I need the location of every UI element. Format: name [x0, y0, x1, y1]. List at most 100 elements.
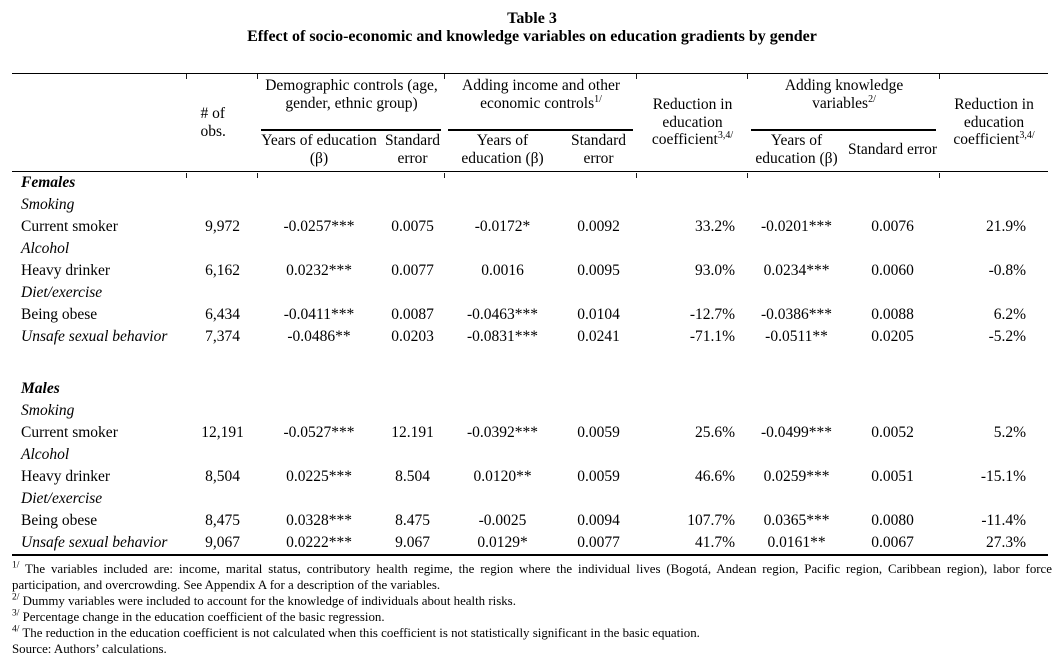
- cell-stderr: 0.0076: [871, 218, 914, 235]
- cell-beta: 0.0129*: [477, 534, 528, 551]
- cell-reduction: 107.7%: [687, 512, 736, 529]
- cell-beta: -0.0172*: [474, 218, 531, 235]
- cell-stderr: 0.0052: [871, 424, 914, 441]
- regression-table: # of obs. Demographic controls (age, gen…: [12, 73, 1049, 556]
- cell-obs: 8,504: [205, 468, 240, 485]
- table-row: Being obese 6,434 -0.0411*** 0.0087 -0.0…: [12, 304, 1048, 326]
- cell-stderr: 9.067: [395, 534, 430, 551]
- cell-beta: 0.0259***: [763, 468, 830, 485]
- cell-reduction: -0.8%: [988, 262, 1027, 279]
- column-tick: [636, 74, 637, 79]
- category-row: Smoking: [12, 194, 1048, 216]
- cell-stderr: 0.0077: [577, 534, 620, 551]
- cell-obs: 9,972: [205, 218, 240, 235]
- cell-obs: 6,434: [205, 306, 240, 323]
- cell-stderr: 8.504: [395, 468, 430, 485]
- table-row: Current smoker 12,191 -0.0527*** 12.191 …: [12, 422, 1048, 444]
- table-row: Being obese 8,475 0.0328*** 8.475 -0.002…: [12, 510, 1048, 532]
- cell-beta: 0.0365***: [763, 512, 830, 529]
- cell-stderr: 0.0051: [871, 468, 914, 485]
- cell-beta: -0.0201***: [760, 218, 833, 235]
- header-stderr-3: Standard error: [845, 129, 941, 172]
- source-line: Source: Authors’ calculations.: [12, 642, 167, 656]
- cell-beta: -0.0511**: [765, 328, 828, 345]
- cell-stderr: 8.475: [395, 512, 430, 529]
- column-tick: [636, 173, 637, 178]
- cell-reduction: 93.0%: [694, 262, 736, 279]
- column-tick: [939, 74, 940, 79]
- column-tick: [257, 74, 258, 79]
- table-title: Effect of socio-economic and knowledge v…: [247, 28, 817, 45]
- cell-stderr: 0.0077: [391, 262, 434, 279]
- footnotes: 1/ The variables included are: income, m…: [12, 561, 1052, 657]
- cell-beta: -0.0499***: [760, 424, 833, 441]
- category-label: Diet/exercise: [21, 284, 103, 301]
- footnote-marker: 3,4/: [717, 130, 734, 142]
- cell-beta: -0.0257***: [283, 218, 355, 235]
- cell-reduction: -11.4%: [981, 512, 1027, 529]
- cell-beta: 0.0234***: [763, 262, 830, 279]
- header-years-1: Years of education (β): [258, 129, 380, 172]
- cell-obs: 9,067: [205, 534, 240, 551]
- cell-reduction: -15.1%: [980, 468, 1027, 485]
- cell-reduction: -12.7%: [689, 306, 736, 323]
- cell-stderr: 0.0205: [871, 328, 914, 345]
- cell-reduction: 25.6%: [694, 424, 736, 441]
- cell-beta: -0.0527***: [283, 424, 355, 441]
- cell-beta: 0.0232***: [286, 262, 352, 279]
- cell-reduction: 33.2%: [694, 218, 736, 235]
- cell-beta: -0.0411***: [283, 306, 355, 323]
- footnote-marker: 3/: [12, 608, 20, 619]
- cell-beta: -0.0486**: [287, 328, 351, 345]
- cell-obs: 6,162: [205, 262, 240, 279]
- category-row: Smoking: [12, 400, 1048, 422]
- cell-beta: 0.0120**: [473, 468, 532, 485]
- data-table: # of obs. Demographic controls (age, gen…: [12, 73, 1049, 556]
- row-label: Being obese: [21, 512, 98, 529]
- footnote-3: 3/ Percentage change in the education co…: [12, 608, 385, 624]
- cell-reduction: 21.9%: [985, 218, 1027, 235]
- row-label: Heavy drinker: [21, 468, 111, 485]
- footnote-marker: 1/: [594, 93, 602, 105]
- cell-stderr: 12.191: [391, 424, 434, 441]
- cell-reduction: 6.2%: [993, 306, 1027, 323]
- table-header: # of obs. Demographic controls (age, gen…: [12, 73, 1049, 172]
- cell-beta: -0.0386***: [760, 306, 833, 323]
- cell-beta: -0.0025: [478, 512, 527, 529]
- cell-stderr: 0.0087: [391, 306, 434, 323]
- cell-reduction: -5.2%: [988, 328, 1027, 345]
- table-row: Unsafe sexual behavior 7,374 -0.0486** 0…: [12, 326, 1048, 348]
- cell-beta: 0.0016: [481, 262, 524, 279]
- spacer-row: [12, 348, 1048, 378]
- header-reduction-2: Reduction in education coefficient3,4/: [940, 73, 1049, 172]
- cell-stderr: 0.0203: [391, 328, 434, 345]
- cell-stderr: 0.0094: [577, 512, 620, 529]
- cell-stderr: 0.0067: [871, 534, 914, 551]
- footnote-1: 1/ The variables included are: income, m…: [12, 560, 1052, 592]
- cell-stderr: 0.0241: [577, 328, 620, 345]
- cell-obs: 12,191: [201, 424, 244, 441]
- cell-beta: 0.0328***: [286, 512, 352, 529]
- category-label: Smoking: [21, 196, 75, 213]
- category-label: Smoking: [21, 402, 75, 419]
- column-tick: [747, 173, 748, 178]
- row-label: Being obese: [21, 306, 98, 323]
- row-label: Heavy drinker: [21, 262, 111, 279]
- cell-stderr: 0.0059: [577, 424, 620, 441]
- cell-beta: 0.0222***: [286, 534, 352, 551]
- column-tick: [257, 173, 258, 178]
- header-years-2: Years of education (β): [445, 129, 560, 172]
- category-row: Diet/exercise: [12, 488, 1048, 510]
- row-label: Unsafe sexual behavior: [21, 328, 168, 345]
- header-group-demographic: Demographic controls (age, gender, ethni…: [258, 74, 445, 130]
- header-years-3: Years of education (β): [748, 129, 846, 172]
- category-row: Alcohol: [12, 444, 1048, 466]
- table-row: Heavy drinker 8,504 0.0225*** 8.504 0.01…: [12, 466, 1048, 488]
- cell-reduction: 5.2%: [993, 424, 1027, 441]
- section-row-females: Females: [12, 172, 1048, 195]
- category-label: Diet/exercise: [21, 490, 103, 507]
- cell-stderr: 0.0060: [871, 262, 914, 279]
- table-row: Current smoker 9,972 -0.0257*** 0.0075 -…: [12, 216, 1048, 238]
- row-label: Current smoker: [21, 218, 118, 235]
